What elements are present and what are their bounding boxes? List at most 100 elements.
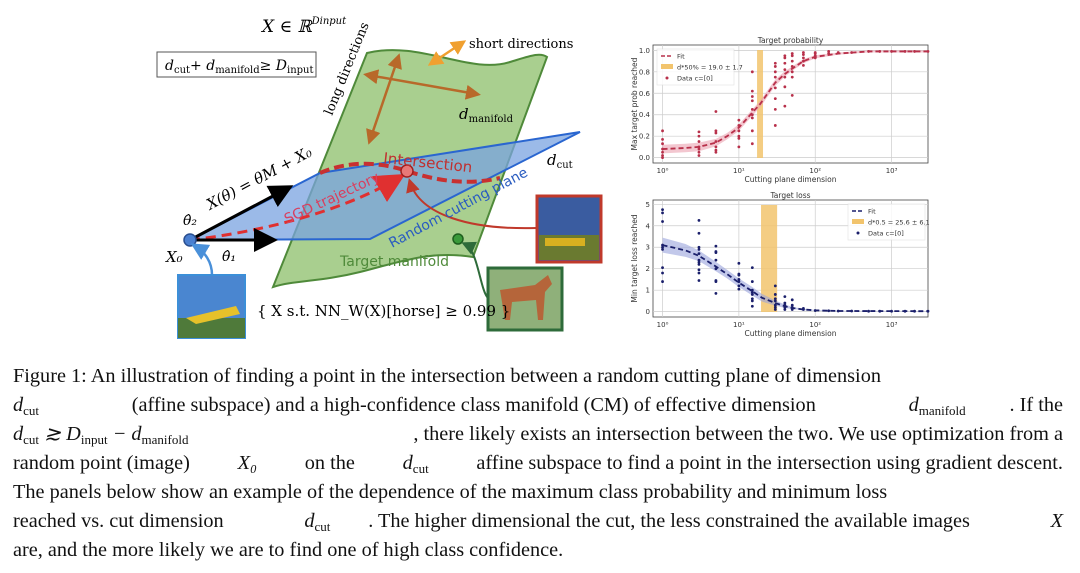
data-point [714, 279, 718, 282]
data-point [836, 309, 840, 313]
data-point [890, 309, 893, 313]
data-point [773, 303, 777, 307]
target-manifold-label: Target manifold [339, 254, 449, 270]
data-point [714, 131, 718, 135]
data-point [750, 113, 754, 117]
data-point [783, 104, 787, 108]
data-point [737, 134, 741, 138]
caption-text: affine subspace to find a point in the i… [476, 452, 1063, 474]
data-point [697, 271, 701, 275]
data-point [790, 298, 794, 302]
data-point [802, 63, 805, 67]
data-point [697, 154, 701, 157]
data-point [773, 61, 777, 65]
data-point [790, 54, 794, 58]
intersection-curve [319, 161, 501, 184]
data-point [903, 309, 907, 313]
condition-formula: dcut+ dmanifold≥ Dinput [165, 58, 314, 76]
data-point [773, 124, 777, 127]
data-point [750, 290, 754, 294]
data-point [802, 53, 805, 57]
data-point [714, 258, 718, 262]
data-point [697, 263, 701, 266]
y-axis-label: Min target loss reached [630, 214, 639, 302]
data-point [783, 303, 787, 307]
caption-text: . The higher dimensional the cut, the le… [368, 510, 970, 532]
d-manifold-label: dmanifold [459, 105, 514, 125]
data-point [773, 70, 777, 74]
x-tick-label: 10³ [886, 167, 898, 175]
data-point [737, 280, 741, 283]
target-loss-chart: 10⁰ 10¹ 10² 10³ 0 1 2 3 4 5 Target loss Cutting pla… [630, 191, 930, 338]
data-point [697, 252, 701, 256]
data-point [714, 148, 718, 152]
data-point [773, 75, 777, 79]
data-point [737, 284, 741, 288]
x-axis-label: Cutting plane dimension [745, 329, 837, 338]
theta2-label: θ̂₂ [183, 213, 197, 229]
data-point [737, 287, 741, 291]
data-point [750, 266, 754, 270]
caption-text: . If the [1009, 394, 1063, 416]
data-point [750, 129, 754, 133]
data-point [878, 309, 882, 313]
data-point [802, 59, 805, 63]
data-point [661, 154, 664, 157]
data-point [661, 142, 664, 146]
diagram: dcut+ dmanifold≥ Dinput X ∈ ℝDinput long… [156, 16, 930, 339]
data-point [913, 309, 916, 313]
data-point [783, 61, 787, 65]
data-point [697, 268, 701, 272]
d-cut-label: dcut [547, 151, 573, 171]
data-point [890, 50, 893, 53]
math-x0: X₀ [237, 452, 258, 474]
caption-text: random point (image) [13, 452, 190, 474]
data-point [783, 85, 787, 89]
y-tick-label: 0.0 [639, 154, 650, 162]
data-point [913, 50, 916, 53]
data-point [697, 134, 701, 138]
data-point [737, 124, 741, 127]
short-direction-arrow [427, 40, 467, 66]
caption-line: are, and the more likely we are to find … [13, 536, 1063, 565]
data-point [697, 145, 701, 149]
x-tick-label: 10² [809, 321, 821, 329]
data-point [783, 75, 787, 79]
data-point [714, 140, 718, 143]
data-point [773, 308, 777, 311]
data-point [783, 308, 787, 311]
caption-text: are, and the more likely we are to find … [13, 539, 564, 561]
x0-label: X₀ [165, 248, 183, 266]
data-point [737, 145, 741, 149]
data-point [850, 51, 854, 54]
data-point [714, 244, 718, 248]
data-point [737, 136, 741, 140]
data-point [750, 280, 754, 283]
horse-image-arrow [461, 241, 489, 299]
target-probability-chart: 10⁰ 10¹ 10² 10³ 0.0 0.2 0.4 0.6 0.8 1.0 Target pro… [630, 36, 930, 184]
x-tick-label: 10⁰ [657, 321, 669, 329]
y-tick-label: 0 [646, 308, 650, 316]
data-point [697, 140, 701, 143]
data-point [783, 295, 787, 299]
data-point [827, 309, 831, 313]
data-point [813, 51, 817, 54]
data-point [790, 70, 794, 74]
airplane-image [177, 274, 246, 339]
data-point [813, 56, 817, 60]
airplane-image-arrow [190, 243, 214, 276]
data-point [714, 150, 718, 154]
data-point [661, 138, 664, 141]
x-tick-label: 10³ [886, 321, 898, 329]
data-point [790, 303, 794, 307]
data-point [714, 267, 718, 271]
data-point [737, 272, 741, 276]
theta1-label: θ̂₁ [222, 249, 236, 265]
data-point [661, 247, 664, 251]
caption-line: dcut ≳ Dinput − dmanifold , there likely … [13, 420, 1063, 449]
fit-line [662, 50, 928, 150]
data-point [750, 304, 754, 308]
data-point [850, 309, 854, 313]
y-tick-label: 0.8 [639, 68, 650, 76]
data-point [697, 218, 701, 222]
